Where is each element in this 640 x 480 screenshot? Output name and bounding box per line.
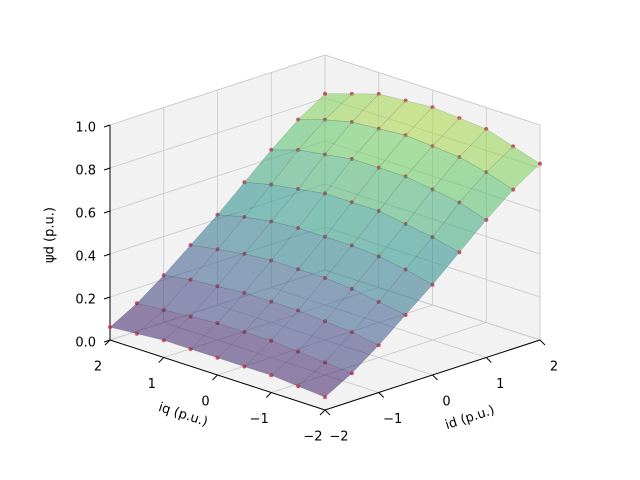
surface-patch [270, 268, 326, 311]
surface-patch [297, 193, 353, 238]
surface-patch [405, 189, 460, 238]
surface-patch [324, 93, 380, 123]
y-tick [158, 357, 165, 363]
y-tick-label: 1 [148, 377, 156, 392]
surface-patch [243, 184, 299, 222]
z-tick-label: 1.0 [75, 121, 96, 136]
z-tick [103, 167, 111, 171]
surface-patch [136, 309, 192, 341]
surface-patch [351, 93, 407, 129]
z-tick [103, 296, 111, 300]
data-point [188, 347, 193, 352]
surface-patch [351, 301, 407, 346]
y-tick-label: 2 [94, 360, 102, 375]
z-tick [103, 253, 111, 257]
surface-patch [459, 171, 514, 221]
surface-patch [378, 134, 433, 177]
x-tick-label: −2 [329, 430, 348, 445]
surface-patch [217, 331, 272, 367]
surface-patch [297, 362, 353, 398]
y-tick [212, 374, 218, 381]
surface-patch [405, 145, 460, 190]
data-point [538, 161, 542, 166]
z-tick [103, 210, 111, 214]
surface-patch [270, 310, 326, 352]
x-tick-label: 0 [442, 395, 450, 410]
x-tick [539, 339, 546, 346]
surface-patch [324, 288, 380, 333]
y-tick-label: −2 [303, 430, 322, 445]
surface-patch [432, 202, 487, 253]
surface-patch [324, 202, 380, 246]
surface-patch [270, 188, 326, 229]
surface-patch [243, 221, 299, 261]
y-tick [265, 392, 272, 398]
data-point [323, 395, 327, 400]
surface-patch [297, 277, 353, 322]
y-tick-label: 0 [201, 395, 209, 410]
data-point [134, 331, 139, 336]
surface-patch [351, 210, 406, 257]
data-point [242, 364, 247, 369]
z-tick-label: 0.8 [75, 164, 96, 179]
surface-patch [405, 106, 460, 147]
grid-line [109, 97, 326, 169]
z-axis-label: ψd (p.u.) [43, 207, 58, 263]
z-tick-label: 0.4 [75, 250, 96, 265]
surface-patch [270, 149, 326, 190]
surface-patch [217, 292, 272, 333]
surface-patch [351, 167, 407, 212]
x-tick [485, 357, 492, 363]
surface-patch [378, 223, 433, 270]
y-tick [104, 339, 111, 346]
surface-patch [243, 260, 299, 302]
x-tick-label: 2 [550, 360, 558, 375]
surface-patch [243, 149, 299, 185]
y-tick [319, 409, 326, 416]
x-axis-label: id (p.u.) [443, 403, 496, 433]
data-point [108, 325, 112, 330]
z-tick-label: 0.0 [75, 336, 96, 351]
surface-patch [432, 156, 487, 203]
x-tick [432, 374, 438, 381]
x-tick [324, 409, 331, 416]
surface-patch [297, 154, 353, 194]
surface-patch [324, 121, 380, 160]
z-tick-label: 0.2 [75, 293, 96, 308]
surface-patch [378, 100, 433, 136]
x-tick-label: −1 [383, 412, 402, 427]
data-point [269, 373, 274, 378]
z-tick [103, 124, 111, 128]
x-tick-label: 1 [496, 377, 504, 392]
data-point [323, 91, 327, 96]
x-tick [378, 392, 385, 398]
surface-patch [163, 316, 218, 350]
y-tick-label: −1 [250, 412, 269, 427]
surface-patch [243, 340, 299, 376]
surface-patch [324, 331, 380, 374]
z-tick-label: 0.6 [75, 207, 96, 222]
data-point [161, 338, 166, 343]
grid-line [109, 54, 326, 126]
surface-patch [297, 119, 353, 155]
surface-patch [432, 117, 487, 158]
surface-patch [351, 128, 407, 168]
surface-patch [324, 158, 380, 203]
surface-patch [297, 321, 353, 363]
grid-line [324, 54, 541, 126]
surface-patch [243, 301, 299, 341]
surface-patch [378, 176, 433, 225]
surface-patch [324, 245, 380, 290]
surface-patch [297, 236, 353, 279]
surface-patch [217, 182, 272, 218]
